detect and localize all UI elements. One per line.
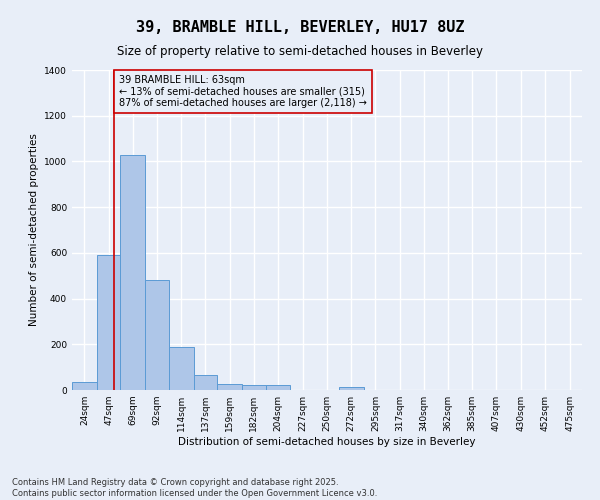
X-axis label: Distribution of semi-detached houses by size in Beverley: Distribution of semi-detached houses by … (178, 437, 476, 447)
Bar (169, 346, 194, 390)
Bar (121, 154, 145, 390)
Bar (266, 386, 290, 390)
Text: Contains HM Land Registry data © Crown copyright and database right 2025.
Contai: Contains HM Land Registry data © Crown c… (12, 478, 377, 498)
Bar (97, 255, 121, 390)
Bar (217, 384, 242, 390)
Bar (72, 382, 97, 390)
Bar (145, 280, 169, 390)
Text: 39 BRAMBLE HILL: 63sqm
← 13% of semi-detached houses are smaller (315)
87% of se: 39 BRAMBLE HILL: 63sqm ← 13% of semi-det… (119, 74, 367, 108)
Bar (242, 386, 266, 390)
Text: Size of property relative to semi-detached houses in Beverley: Size of property relative to semi-detach… (117, 45, 483, 58)
Y-axis label: Number of semi-detached properties: Number of semi-detached properties (29, 134, 38, 326)
Text: 39, BRAMBLE HILL, BEVERLEY, HU17 8UZ: 39, BRAMBLE HILL, BEVERLEY, HU17 8UZ (136, 20, 464, 35)
Bar (339, 386, 364, 390)
Bar (194, 375, 217, 390)
